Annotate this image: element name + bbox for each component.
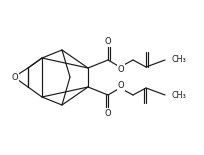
- Text: O: O: [105, 108, 111, 117]
- Text: O: O: [105, 38, 111, 46]
- Text: O: O: [12, 73, 18, 82]
- Text: O: O: [118, 64, 124, 73]
- Text: O: O: [118, 82, 124, 91]
- Text: CH₃: CH₃: [172, 91, 187, 100]
- Text: CH₃: CH₃: [172, 55, 187, 64]
